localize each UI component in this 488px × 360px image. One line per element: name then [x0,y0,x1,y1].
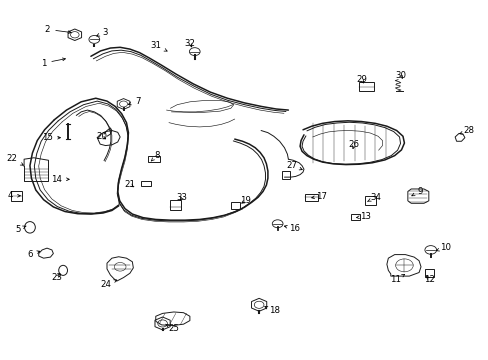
Text: 3: 3 [97,28,108,37]
Text: 13: 13 [356,212,370,221]
Bar [141,181,151,186]
Text: 25: 25 [165,324,179,333]
Text: 19: 19 [240,196,250,205]
Text: 16: 16 [284,224,299,233]
Text: 22: 22 [6,154,23,165]
Text: 14: 14 [51,175,69,184]
Text: 31: 31 [150,41,167,51]
Text: 34: 34 [367,193,381,202]
Bar [148,156,160,162]
Text: 28: 28 [459,126,473,135]
Text: 7: 7 [128,96,141,105]
Text: 8: 8 [151,151,159,161]
Text: 17: 17 [311,192,326,201]
Text: 6: 6 [27,250,40,259]
Text: 29: 29 [355,75,366,84]
Text: 5: 5 [15,225,26,234]
Text: 2: 2 [45,25,71,34]
Bar [365,196,375,205]
Bar [11,191,22,201]
Text: 20: 20 [97,132,107,141]
Text: 23: 23 [51,273,62,282]
Text: 10: 10 [436,243,450,252]
Bar [230,202,239,210]
Text: 12: 12 [424,275,434,284]
Text: 21: 21 [124,180,135,189]
Text: 9: 9 [411,187,422,196]
Text: 1: 1 [41,58,65,68]
Text: 26: 26 [348,140,359,149]
Text: 33: 33 [176,193,187,202]
Text: 24: 24 [100,280,117,289]
Bar [350,215,359,220]
Text: 32: 32 [184,39,195,48]
Text: 15: 15 [41,133,61,142]
Text: 4: 4 [8,191,20,200]
Bar [305,194,317,201]
Text: 30: 30 [394,71,405,80]
Bar [424,269,433,277]
Text: 11: 11 [389,274,404,284]
Text: 18: 18 [264,306,280,315]
Bar [358,82,373,91]
Bar [281,171,290,179]
Text: 27: 27 [286,161,302,170]
Bar [170,201,181,211]
